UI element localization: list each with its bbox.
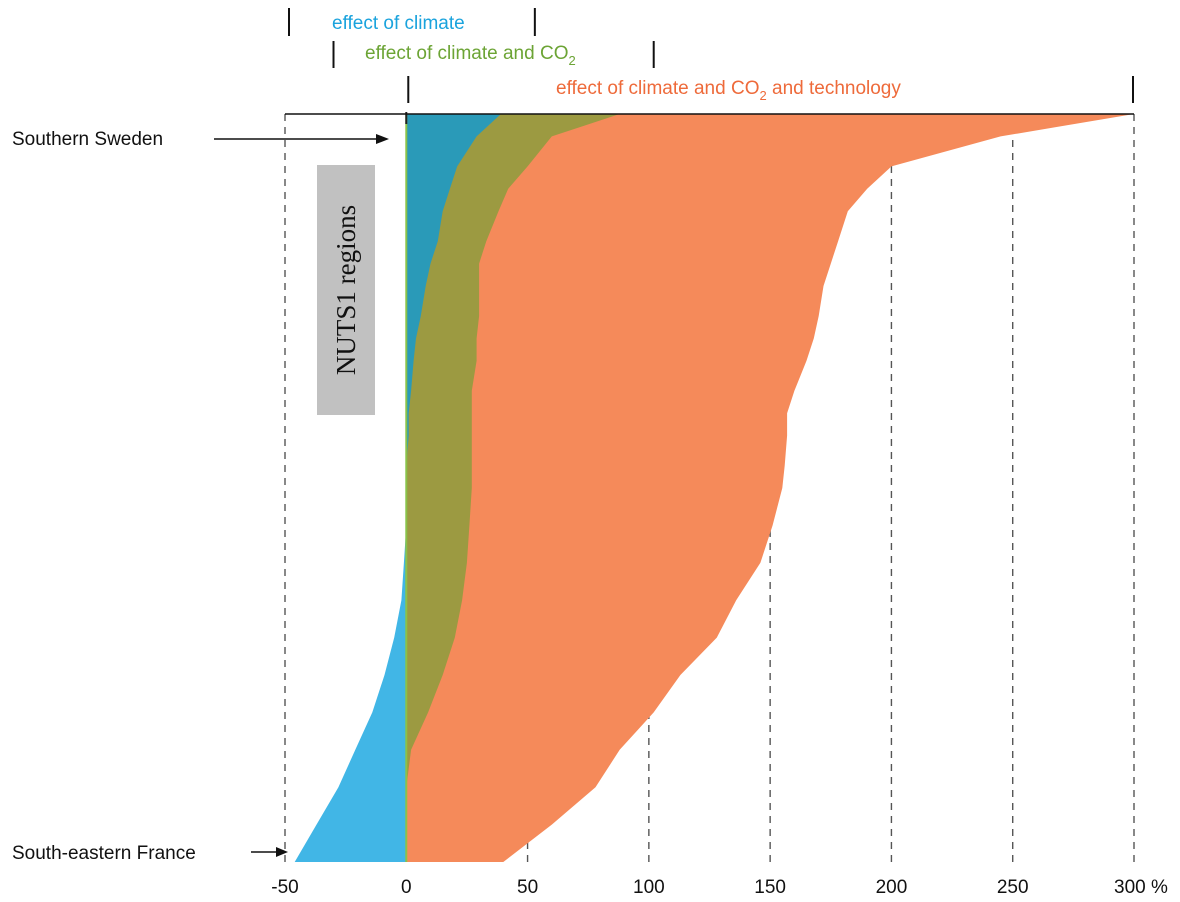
series-area-climate-co2-technology [406,114,1134,862]
header-climate-label: effect of climate [332,13,465,34]
x-tick-label: 50 [517,877,538,898]
x-tick-label: 0 [401,877,412,898]
header-technology-label: effect of climate and CO2 and technology [556,78,901,103]
series-area-climate-negative [294,114,407,862]
region-label-south-eastern-france: South-eastern France [12,843,196,864]
series-area-climate [406,114,501,862]
header-brackets: effect of climate effect of climate and … [332,13,901,103]
x-tick-label: 250 [997,877,1029,898]
x-tick-label: 100 [633,877,665,898]
x-tick-label: 150 [754,877,786,898]
x-tick-label: 300 % [1114,877,1168,898]
x-tick-label: -50 [271,877,298,898]
arrow-icon [214,134,389,144]
series-area-climate-co2 [406,114,620,862]
y-axis-label: NUTS1 regions [331,205,361,375]
plot-area [284,112,1135,862]
arrow-icon [251,847,288,857]
y-axis-label-box: NUTS1 regions [317,165,375,415]
header-climate-co2-label: effect of climate and CO2 [365,43,576,68]
x-tick-label: 200 [876,877,908,898]
region-labels: Southern Sweden South-eastern France [12,129,389,864]
region-label-southern-sweden: Southern Sweden [12,129,163,150]
